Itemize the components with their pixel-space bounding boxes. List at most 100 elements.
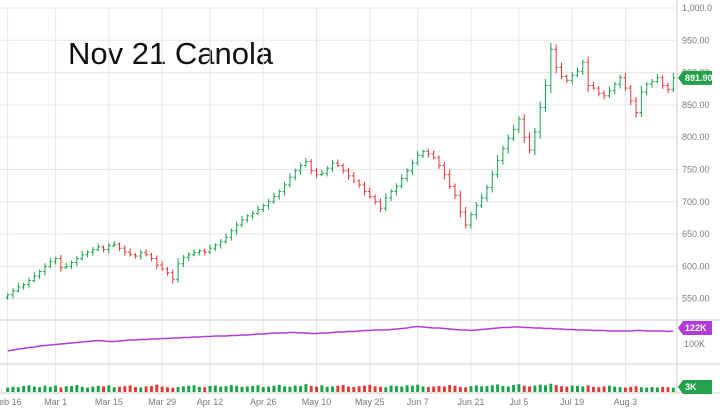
volume-bar (208, 385, 212, 392)
volume-bar (224, 386, 228, 392)
open-interest-panel: 100K (7, 325, 705, 352)
volume-bar (570, 385, 574, 392)
volume-bar (6, 387, 10, 392)
volume-bar (16, 387, 20, 392)
ohlc-bar (218, 239, 223, 249)
ohlc-bar (330, 159, 335, 173)
ohlc-bar (495, 155, 500, 179)
volume-bar (581, 386, 585, 392)
date-tick-label: Jun 21 (457, 397, 484, 407)
ohlc-bar (64, 262, 69, 270)
ohlc-bar (405, 168, 410, 182)
ohlc-bar (319, 169, 324, 177)
volume-bar (560, 386, 563, 392)
ohlc-bar (564, 74, 569, 84)
date-tick-label: Jul 19 (560, 397, 584, 407)
ohlc-bar (442, 161, 447, 180)
ohlc-bar (101, 245, 106, 253)
volume-bar (261, 387, 265, 392)
volume-bar (565, 386, 569, 392)
volume-bar (219, 386, 223, 392)
ohlc-bar (176, 258, 181, 283)
ohlc-bar (154, 255, 159, 270)
ohlc-bar (607, 86, 612, 98)
ohlc-bar (138, 250, 143, 260)
ohlc-bar (234, 221, 239, 235)
volume-bar (315, 386, 319, 392)
volume-bar (176, 387, 180, 392)
volume-bar (213, 385, 217, 392)
ohlc-bar (106, 242, 111, 254)
volume-bar (149, 385, 153, 392)
ohlc-bar (335, 159, 340, 168)
ohlc-bar (69, 260, 74, 270)
ohlc-bar (458, 190, 463, 218)
ohlc-bar (671, 72, 676, 93)
volume-bar (661, 386, 665, 392)
ohlc-bar (538, 101, 543, 139)
volume-bar (496, 384, 500, 392)
volume-bar (75, 385, 79, 392)
volume-bar (27, 385, 31, 392)
volume-bar (389, 385, 393, 392)
ohlc-bar (570, 72, 575, 85)
ohlc-bar (437, 155, 442, 170)
volume-bar (405, 385, 409, 392)
volume-bar (304, 384, 308, 392)
volume-bar (458, 386, 462, 392)
ohlc-bar (192, 249, 197, 257)
volume-bar (618, 387, 622, 392)
ohlc-bar (655, 73, 660, 84)
volume-bar (597, 387, 601, 392)
ohlc-bar (500, 145, 505, 165)
ohlc-bar (447, 169, 452, 190)
ohlc-bar (277, 189, 282, 200)
ohlc-bar (96, 243, 101, 252)
ohlc-bar (612, 81, 617, 94)
ohlc-bar (580, 59, 585, 75)
ohlc-bar (90, 246, 95, 256)
gridlines (0, 7, 676, 392)
date-tick-label: Aug 3 (614, 397, 638, 407)
ohlc-bar (266, 198, 271, 210)
ohlc-bar (628, 84, 633, 106)
ohlc-bar (623, 72, 628, 91)
volume-bar (229, 385, 233, 392)
volume-bar (602, 386, 606, 392)
volume-bar (299, 386, 303, 392)
volume-bar (544, 385, 547, 392)
price-axis: 1,000.0950.00900.00850.00800.00750.00700… (682, 3, 712, 304)
svg-text:891.90: 891.90 (685, 73, 713, 83)
ohlc-bar (26, 277, 31, 289)
date-tick-label: May 10 (302, 397, 332, 407)
ohlc-bar (213, 243, 218, 251)
volume-bar (128, 385, 132, 392)
ohlc-bar (53, 256, 58, 265)
ohlc-bar (314, 167, 319, 179)
panel-dividers (0, 0, 720, 394)
ohlc-bar (389, 189, 394, 202)
ohlc-bar (463, 206, 468, 229)
volume-bar (362, 385, 366, 392)
ohlc-bar (474, 202, 479, 220)
open-interest-badge: 122K (678, 321, 712, 335)
volume-bar (549, 383, 553, 392)
volume-bar (357, 386, 361, 392)
volume-bar (474, 385, 478, 392)
date-tick-label: Mar 29 (148, 397, 176, 407)
ohlc-bar (399, 174, 404, 189)
ohlc-bar (479, 193, 484, 209)
ohlc-bar (452, 183, 457, 199)
ohlc-bar (250, 210, 255, 220)
volume-bar (80, 386, 84, 392)
ohlc-bar (122, 245, 127, 256)
volume-bar (336, 385, 340, 392)
volume-badge: 3K (678, 380, 712, 394)
volume-bar (464, 387, 468, 392)
volume-bar (59, 387, 63, 392)
ohlc-bar (410, 159, 415, 176)
volume-bar (352, 387, 356, 392)
volume-bar (645, 387, 649, 392)
volume-bar (134, 387, 137, 392)
